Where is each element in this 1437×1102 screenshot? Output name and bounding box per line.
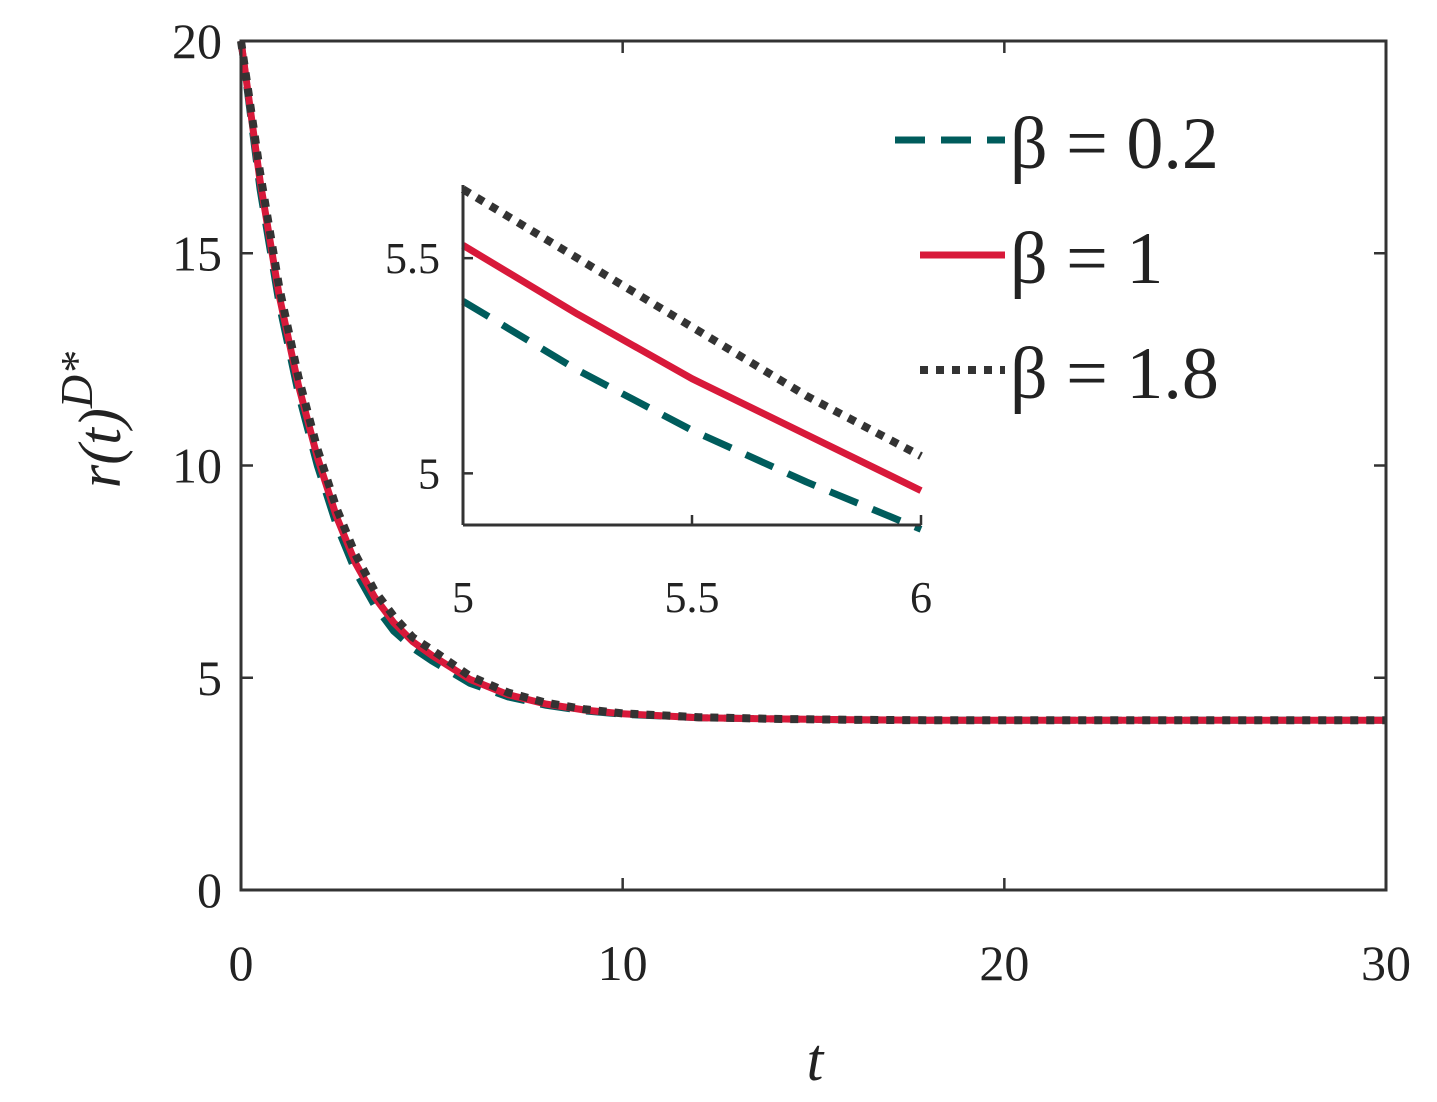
- legend-entry-beta-0-2: β = 0.2: [895, 103, 1219, 185]
- inset-plot-lines: [460, 185, 923, 533]
- inset-x-tick-label: 6: [910, 573, 932, 622]
- y-axis-label-superscript: D*: [51, 352, 102, 409]
- inset-series-line-0-2: [461, 298, 923, 533]
- inset-y-tick-label: 5.5: [385, 234, 440, 283]
- inset-y-tick-label: 5: [418, 449, 440, 498]
- y-tick-label: 0: [197, 862, 222, 918]
- legend-label-beta-1-8: β = 1.8: [1010, 333, 1219, 415]
- y-axis-label: r(t)D*: [51, 352, 133, 488]
- y-tick-label: 15: [172, 225, 222, 281]
- x-tick-label: 10: [598, 935, 648, 991]
- y-tick-label: 5: [197, 650, 222, 706]
- inset-x-tick-label: 5.5: [665, 573, 720, 622]
- y-axis-label-base: r(t): [67, 408, 133, 488]
- legend-label-beta-1: β = 1: [1010, 218, 1163, 300]
- inset-series-line-1: [461, 242, 923, 494]
- x-tick-label: 30: [1361, 935, 1411, 991]
- x-tick-label: 20: [979, 935, 1029, 991]
- inset-x-tick-label: 5: [452, 573, 474, 622]
- inset-axis-ticks: 5 5.5 6 5 5.5: [385, 234, 932, 622]
- legend-entry-beta-1: β = 1: [920, 218, 1163, 300]
- x-tick-label: 0: [229, 935, 254, 991]
- y-tick-label: 20: [172, 13, 222, 69]
- y-tick-label: 10: [172, 438, 222, 494]
- main-axis-ticks: 0 10 20 30 0 5 10 15 20: [172, 13, 1411, 991]
- x-axis-label: t: [807, 1027, 825, 1093]
- inset-background: [463, 185, 921, 525]
- legend-entry-beta-1-8: β = 1.8: [920, 333, 1219, 415]
- main-plot-lines: [237, 40, 1386, 725]
- legend-label-beta-0-2: β = 0.2: [1010, 103, 1219, 185]
- series-line-1-8: [237, 40, 1386, 725]
- inset-plot: 5 5.5 6 5 5.5: [385, 185, 932, 622]
- legend: β = 0.2 β = 1 β = 1.8: [895, 103, 1219, 415]
